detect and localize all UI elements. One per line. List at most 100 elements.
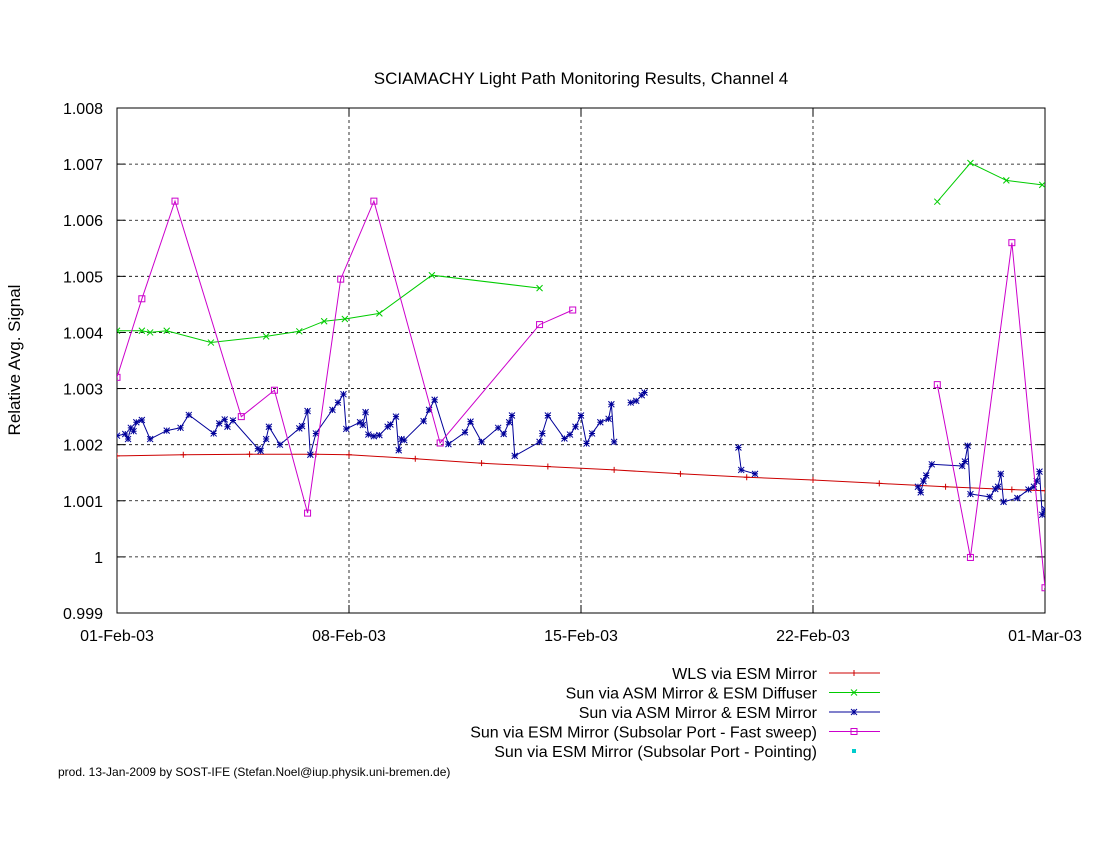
series-2-point: [1038, 181, 1045, 189]
series-3-point: [1033, 477, 1041, 485]
series-2: [117, 159, 1045, 346]
y-tick-label: 1.002: [63, 438, 103, 455]
series-4-point: [933, 381, 941, 389]
series-3-point: [577, 412, 585, 419]
series-3-point: [997, 470, 1005, 478]
series-3-point: [632, 397, 640, 405]
series-1-point: [876, 480, 883, 487]
series-2-point: [207, 339, 215, 346]
series-3-point: [1061, 470, 1067, 476]
y-tick-label: 0.999: [63, 606, 103, 623]
series-3-point: [130, 427, 137, 435]
y-tick-label: 1.005: [63, 269, 103, 286]
series-4-point: [370, 197, 378, 205]
series-3-point: [1014, 494, 1021, 502]
series-3-point: [1070, 444, 1076, 450]
series-2-point: [376, 310, 383, 317]
legend-label: Sun via ESM Mirror (Subsolar Port - Poin…: [494, 744, 817, 761]
series-3-point: [986, 493, 994, 501]
legend-label: Sun via ESM Mirror (Subsolar Port - Fast…: [470, 725, 817, 742]
series-3-point: [370, 432, 378, 440]
series-3-point: [265, 423, 273, 431]
series-4-line: [117, 199, 573, 514]
series-3-point: [185, 411, 193, 419]
series-3-point: [928, 460, 936, 468]
series-3-point: [127, 424, 135, 432]
series-4-point: [138, 295, 146, 303]
series-3-point: [342, 425, 350, 433]
series-4-point: [304, 509, 312, 517]
series-3-point: [138, 416, 146, 424]
series-3-point: [224, 423, 231, 431]
series-3-point: [210, 430, 218, 437]
series-3-point: [538, 430, 546, 437]
series-3-point: [917, 489, 925, 496]
series-3-point: [596, 418, 604, 426]
series-3-point: [395, 446, 403, 454]
series-2-point: [117, 327, 121, 335]
series-4-line: [936, 242, 1045, 588]
series-3-point: [431, 396, 438, 404]
series-1-point: [412, 455, 419, 462]
series-2-point: [320, 317, 328, 325]
series-3-point: [735, 444, 742, 451]
series-3-point: [329, 406, 336, 414]
series-3-point: [420, 417, 427, 425]
series-3-point: [312, 430, 320, 437]
series-2-point: [428, 271, 436, 279]
series-2-line: [117, 274, 540, 344]
series-3-point: [641, 389, 648, 396]
series-1-line: [117, 453, 1045, 492]
x-tick-label: 15-Feb-03: [544, 628, 618, 645]
ticks: 0.999 1 1.001 1.002 1.003 1.004 1.005 1.006 1.00…: [63, 101, 1082, 645]
legend-swatch-marker: [850, 728, 858, 735]
series-3-point: [340, 390, 347, 398]
series-4-point: [1008, 239, 1016, 247]
series-4-point: [1041, 584, 1045, 592]
series-3-point: [1038, 511, 1045, 519]
series-3-point: [961, 458, 969, 465]
series-3-point: [467, 418, 474, 426]
series-1-point: [942, 483, 949, 490]
series-1-point: [246, 451, 253, 458]
series-1-point: [346, 451, 352, 458]
series-3-point: [1067, 457, 1073, 463]
series-2-point: [146, 329, 154, 336]
series-2-point: [163, 327, 171, 335]
series-3-point: [177, 424, 184, 432]
series-3-point: [121, 430, 129, 438]
x-tick-label: 01-Feb-03: [80, 628, 154, 645]
y-tick-label: 1.004: [63, 325, 103, 342]
series-3-point: [364, 431, 372, 438]
series-3-point: [500, 430, 508, 438]
series-3-point: [1025, 486, 1032, 493]
series-4-point: [436, 439, 444, 447]
series-4-point: [966, 553, 974, 561]
series-3-point: [387, 421, 394, 428]
series-3-point: [583, 440, 590, 447]
series-3-point: [304, 407, 311, 415]
series-3-point: [566, 431, 574, 438]
series-3-point: [958, 462, 966, 470]
series-3-point: [737, 466, 745, 474]
series-3-point: [257, 447, 264, 455]
y-tick-label: 1.003: [63, 382, 103, 399]
series-3-point: [124, 435, 132, 443]
series-1-point: [544, 463, 551, 470]
series-3-point: [376, 431, 383, 439]
series-3-point: [334, 399, 342, 406]
series-3-point: [132, 418, 140, 426]
series-1-point: [117, 452, 120, 459]
legend-swatch-marker: [851, 670, 857, 676]
legend-label: Sun via ASM Mirror & ESM Diffuser: [566, 686, 818, 703]
series-4-point: [117, 373, 121, 381]
legend-swatch-marker: [850, 689, 858, 696]
series-3-point: [298, 422, 306, 430]
series-2-point: [295, 327, 303, 335]
series-3-point: [229, 417, 237, 424]
series-3-point: [461, 428, 469, 436]
chart-title: SCIAMACHY Light Path Monitoring Results,…: [374, 69, 789, 88]
series-2-line: [936, 162, 1043, 203]
series-3-point: [1000, 498, 1007, 506]
